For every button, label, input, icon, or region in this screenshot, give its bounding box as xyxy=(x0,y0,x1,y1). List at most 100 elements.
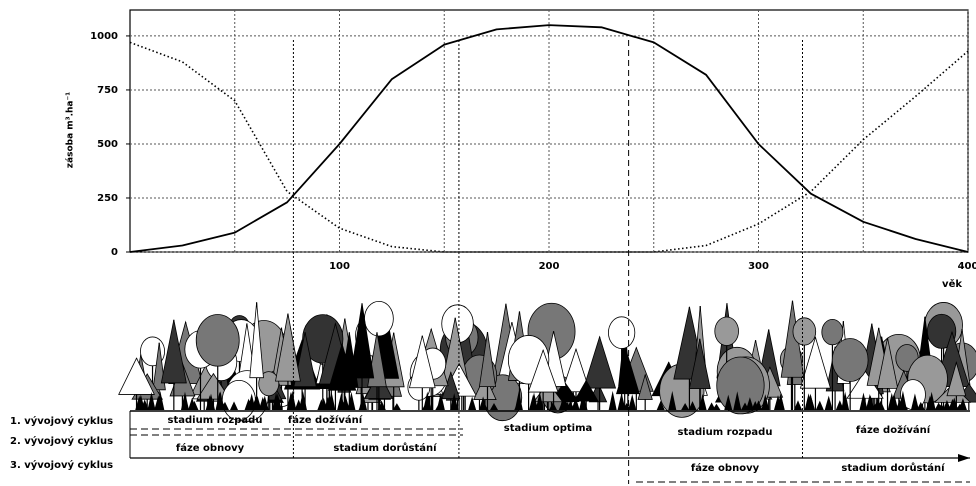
undergrowth xyxy=(206,393,215,410)
tree-crown xyxy=(714,316,739,346)
undergrowth xyxy=(910,393,919,410)
phase-label: stadium optima xyxy=(504,423,593,434)
tree-crown xyxy=(799,335,831,389)
undergrowth xyxy=(741,402,750,410)
undergrowth xyxy=(533,403,542,410)
tree-crown xyxy=(473,374,497,400)
tree-crown xyxy=(561,347,591,393)
undergrowth xyxy=(776,393,785,410)
undergrowth xyxy=(745,397,754,410)
undergrowth xyxy=(751,400,760,410)
undergrowth xyxy=(244,398,253,410)
undergrowth xyxy=(793,400,802,410)
undergrowth xyxy=(761,394,770,410)
undergrowth xyxy=(865,394,874,410)
phase-label: fáze dožívání xyxy=(288,414,363,426)
tree-crown xyxy=(478,332,497,388)
y-axis-label: zásoba m³.ha⁻¹ xyxy=(66,92,76,168)
tree-crown xyxy=(821,318,844,346)
undergrowth xyxy=(260,395,269,410)
undergrowth xyxy=(628,394,637,410)
tree-crown xyxy=(876,337,899,389)
undergrowth xyxy=(558,400,567,410)
phase-label: stadium rozpadu xyxy=(678,427,773,438)
undergrowth xyxy=(548,402,557,410)
tree-crown xyxy=(408,335,436,389)
tree-crown xyxy=(364,300,394,337)
tree-crown xyxy=(293,332,317,388)
undergrowth xyxy=(358,401,367,410)
undergrowth xyxy=(423,391,432,410)
undergrowth xyxy=(286,392,295,410)
undergrowth xyxy=(617,392,626,410)
undergrowth xyxy=(230,401,239,410)
undergrowth xyxy=(347,391,356,410)
tree-crown xyxy=(637,373,653,400)
undergrowth xyxy=(733,391,742,410)
x-axis-label: věk xyxy=(942,278,962,290)
tree-crown xyxy=(196,372,231,400)
x-tick-label: 200 xyxy=(539,261,560,272)
undergrowth xyxy=(934,402,943,410)
undergrowth xyxy=(824,395,833,410)
tree-crown xyxy=(583,335,617,389)
y-tick-label: 250 xyxy=(97,193,118,204)
undergrowth xyxy=(950,397,959,410)
forest-illustration xyxy=(118,300,976,422)
undergrowth xyxy=(514,391,523,410)
undergrowth xyxy=(925,395,934,410)
phase-label: fáze obnovy xyxy=(176,442,245,454)
undergrowth xyxy=(136,394,145,410)
undergrowth xyxy=(656,400,665,410)
phase-label: stadium dorůstání xyxy=(333,441,437,454)
x-tick-label: 100 xyxy=(329,261,350,272)
undergrowth xyxy=(480,403,489,410)
tree-crown xyxy=(688,338,711,390)
undergrowth xyxy=(392,403,401,410)
undergrowth xyxy=(579,396,588,410)
undergrowth xyxy=(841,391,850,410)
tree-crown xyxy=(608,316,636,349)
tree-crown xyxy=(249,302,264,379)
phase-label: fáze dožívání xyxy=(856,424,931,436)
undergrowth xyxy=(220,401,229,410)
undergrowth xyxy=(681,402,690,410)
undergrowth xyxy=(942,400,951,410)
x-tick-label: 400 xyxy=(958,261,976,272)
x-tick-label: 300 xyxy=(748,261,769,272)
undergrowth xyxy=(888,401,897,410)
cycle-label: 3. vývojový cyklus xyxy=(10,459,113,471)
undergrowth xyxy=(958,398,967,410)
tree-crown xyxy=(792,317,817,346)
undergrowth xyxy=(712,403,721,410)
undergrowth xyxy=(608,390,617,410)
y-tick-label: 0 xyxy=(111,247,118,258)
tree-crown xyxy=(926,313,957,349)
cycle-label: 2. vývojový cyklus xyxy=(10,435,113,447)
y-tick-label: 750 xyxy=(97,85,118,96)
undergrowth xyxy=(724,394,733,410)
cycle-label: 1. vývojový cyklus xyxy=(10,415,113,427)
undergrowth xyxy=(815,400,824,410)
undergrowth xyxy=(156,390,165,410)
tree-crown xyxy=(946,361,967,397)
data-line xyxy=(129,24,969,253)
undergrowth xyxy=(327,391,336,410)
undergrowth xyxy=(698,393,707,410)
undergrowth xyxy=(807,396,816,410)
undergrowth xyxy=(876,400,885,410)
arrow-head xyxy=(958,454,970,462)
y-tick-label: 500 xyxy=(97,139,118,150)
undergrowth xyxy=(468,396,477,410)
y-tick-label: 1000 xyxy=(90,31,118,42)
undergrowth xyxy=(272,392,281,410)
tree-crown xyxy=(349,303,375,379)
undergrowth xyxy=(436,392,445,410)
undergrowth xyxy=(489,403,498,410)
undergrowth xyxy=(251,396,260,410)
undergrowth xyxy=(668,390,677,410)
undergrowth xyxy=(147,399,156,410)
tree-crown xyxy=(275,313,301,382)
